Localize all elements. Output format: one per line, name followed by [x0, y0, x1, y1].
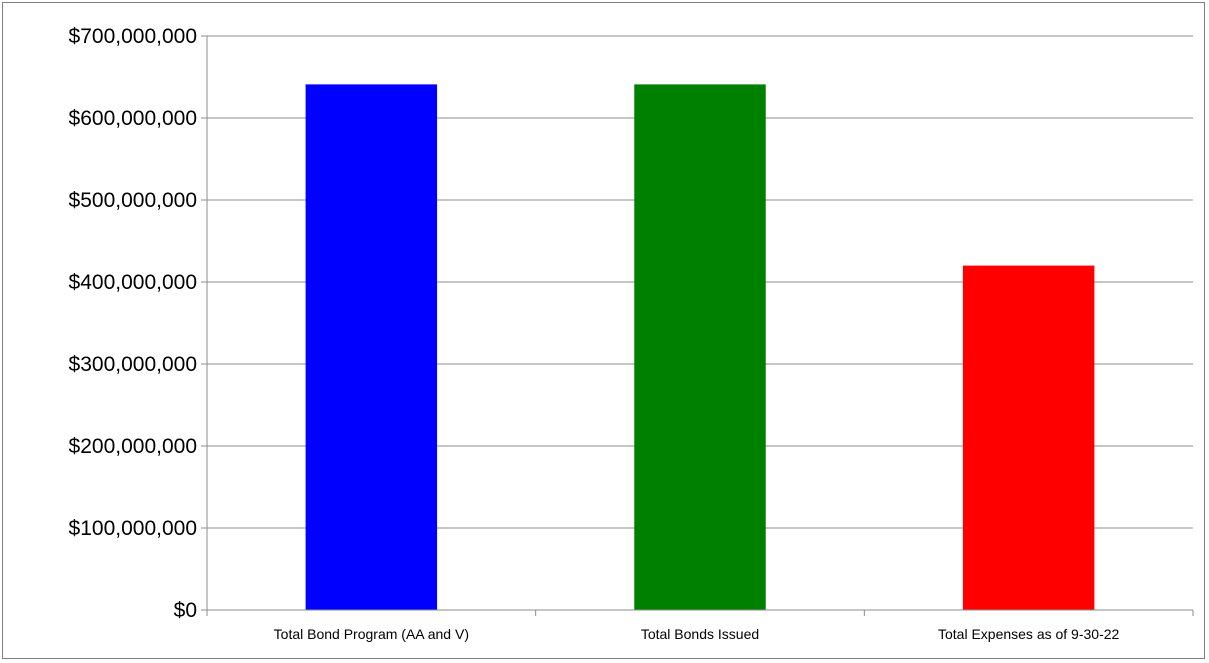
x-tick-label: Total Bonds Issued: [641, 626, 759, 642]
x-tick-label: Total Bond Program (AA and V): [274, 626, 469, 642]
y-tick-label: $200,000,000: [69, 435, 197, 458]
y-tick-label: $300,000,000: [69, 353, 197, 376]
y-tick-label: $0: [174, 599, 197, 622]
bar: [305, 84, 438, 610]
bar: [962, 265, 1095, 610]
bar: [634, 84, 766, 610]
y-tick-label: $100,000,000: [69, 517, 197, 540]
y-tick-label: $600,000,000: [69, 107, 197, 130]
y-axis: $0 $100,000,000 $200,000,000 $300,000,000 $4…: [69, 25, 208, 622]
x-axis: Total Bond Program (AA and V) Total Bonds…: [206, 609, 1194, 642]
y-tick-label: $400,000,000: [69, 271, 197, 294]
y-tick-label: $500,000,000: [69, 189, 197, 212]
y-tick-label: $700,000,000: [69, 25, 197, 48]
bars: [305, 84, 1095, 610]
x-tick-label: Total Expenses as of 9-30-22: [938, 626, 1120, 642]
